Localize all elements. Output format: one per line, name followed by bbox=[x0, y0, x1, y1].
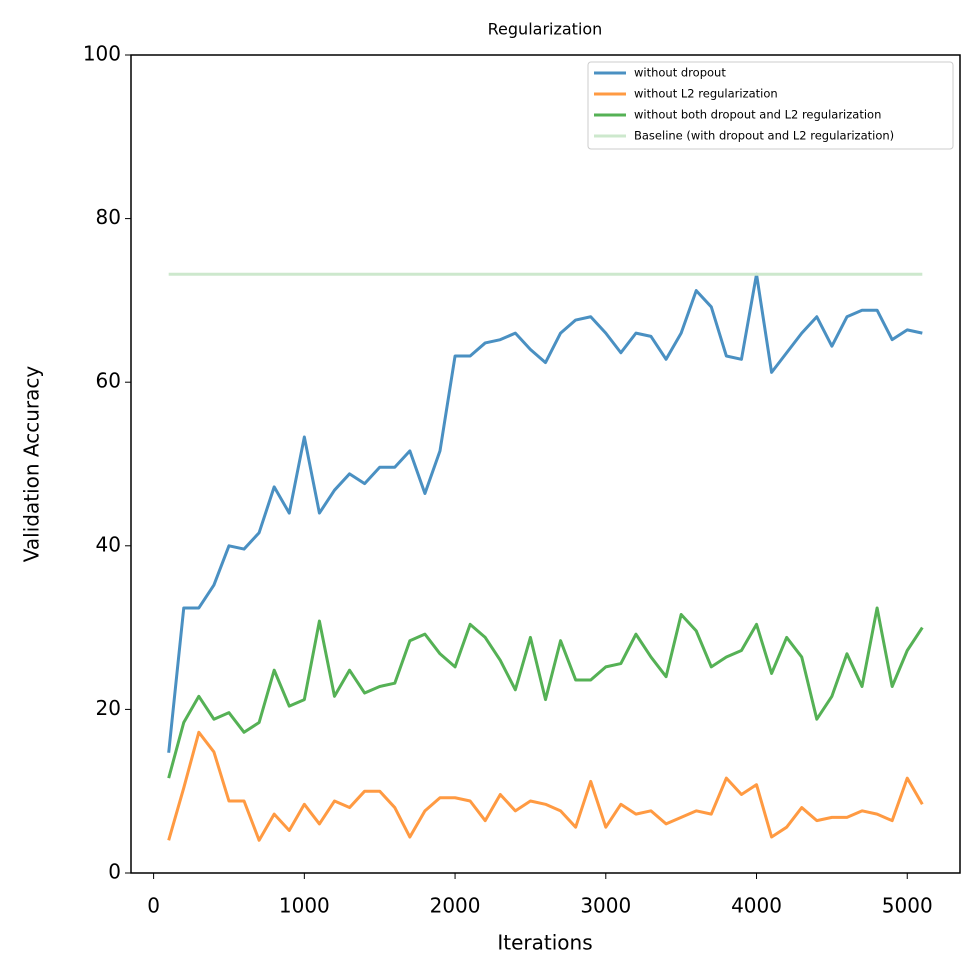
y-tick-label: 0 bbox=[108, 860, 121, 884]
y-tick-label: 80 bbox=[96, 205, 121, 229]
x-tick-label: 4000 bbox=[731, 894, 782, 918]
x-tick-label: 3000 bbox=[580, 894, 631, 918]
x-tick-label: 5000 bbox=[882, 894, 933, 918]
y-tick-label: 20 bbox=[96, 696, 121, 720]
x-tick-label: 0 bbox=[147, 894, 160, 918]
x-tick-label: 1000 bbox=[279, 894, 330, 918]
y-tick-label: 40 bbox=[96, 532, 121, 556]
line-series bbox=[167, 272, 923, 753]
line-series bbox=[167, 606, 924, 779]
chart-title: Regularization bbox=[488, 20, 603, 39]
y-tick-label: 100 bbox=[83, 42, 121, 66]
x-tick-label: 2000 bbox=[430, 894, 481, 918]
plot-frame bbox=[130, 54, 961, 874]
y-tick-label: 60 bbox=[96, 369, 121, 393]
legend-label: without L2 regularization bbox=[634, 87, 778, 101]
legend-box bbox=[587, 61, 954, 150]
line-series bbox=[167, 730, 924, 842]
legend-label: without both dropout and L2 regularizati… bbox=[634, 108, 881, 122]
x-axis-label: Iterations bbox=[497, 931, 592, 955]
legend-label: without dropout bbox=[634, 66, 726, 80]
y-axis-label: Validation Accuracy bbox=[20, 366, 44, 563]
legend-label: Baseline (with dropout and L2 regulariza… bbox=[634, 129, 894, 143]
